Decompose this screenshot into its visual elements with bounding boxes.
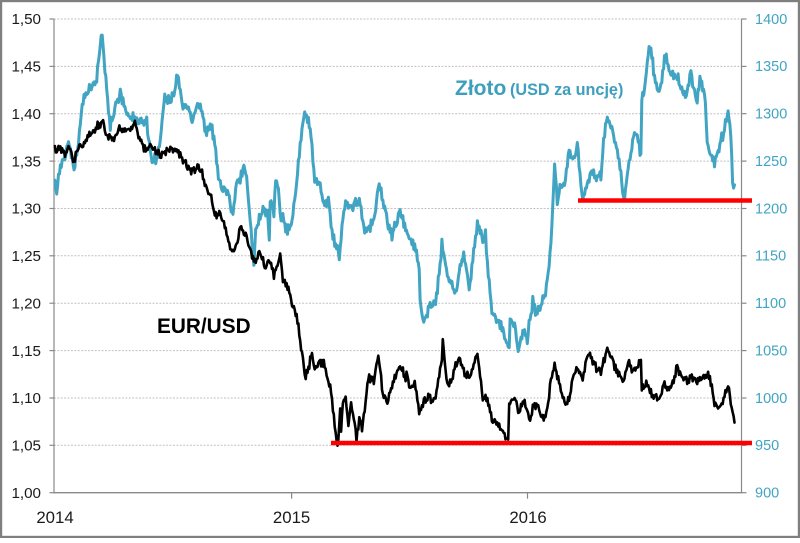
svg-text:1150: 1150 [755,249,786,265]
svg-text:1,40: 1,40 [11,106,41,123]
svg-text:2014: 2014 [36,508,73,527]
svg-text:1050: 1050 [755,343,787,359]
svg-text:900: 900 [755,486,779,502]
svg-text:1250: 1250 [755,154,787,170]
svg-text:EUR/USD: EUR/USD [157,315,251,338]
svg-text:1,10: 1,10 [11,390,41,407]
svg-text:2015: 2015 [273,508,310,527]
svg-text:950: 950 [755,438,779,454]
svg-text:1,35: 1,35 [11,153,41,170]
svg-text:1,20: 1,20 [11,295,41,312]
svg-text:1,50: 1,50 [11,11,41,28]
svg-text:1,30: 1,30 [11,201,41,218]
svg-text:2016: 2016 [509,508,546,527]
svg-text:(USD za uncję): (USD za uncję) [510,81,623,99]
svg-text:1100: 1100 [755,296,786,312]
svg-text:1,15: 1,15 [11,343,41,360]
svg-text:1,05: 1,05 [11,438,41,455]
svg-text:Złoto: Złoto [455,77,506,100]
svg-text:1300: 1300 [755,107,787,123]
svg-text:1350: 1350 [755,59,787,75]
svg-text:1,00: 1,00 [11,485,41,502]
svg-text:1000: 1000 [755,391,787,407]
svg-text:1200: 1200 [755,201,787,217]
svg-text:1400: 1400 [755,12,787,28]
svg-text:1,45: 1,45 [11,59,41,76]
svg-text:1,25: 1,25 [11,248,41,265]
